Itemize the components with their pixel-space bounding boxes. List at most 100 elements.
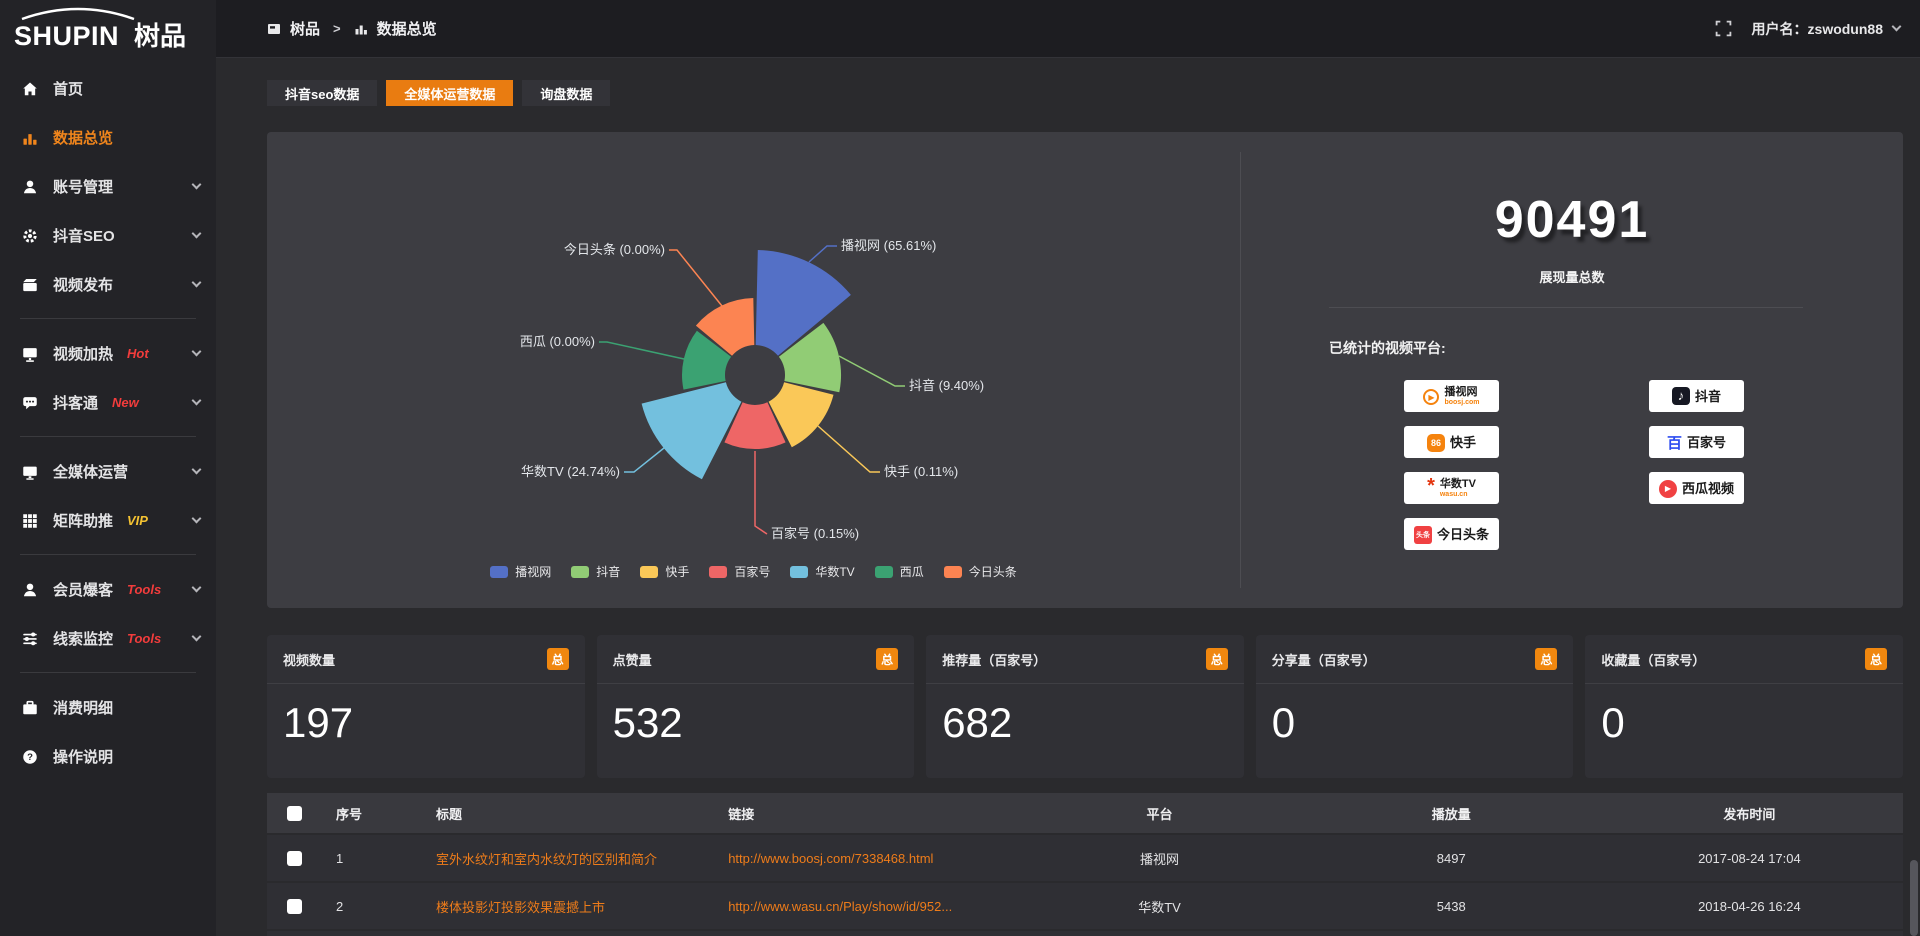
legend-item-快手[interactable]: 快手 (640, 563, 689, 580)
sidebar-item-label: 视频加热 (53, 346, 114, 363)
platform-name: 播视网 (1444, 385, 1478, 398)
platform-name: 西瓜视频 (1681, 480, 1734, 496)
sidebar-item-tag: VIP (127, 513, 148, 528)
total-impressions-value: 90491 (1494, 191, 1650, 249)
sidebar-item-视频发布[interactable]: 视频发布 (0, 260, 216, 309)
sidebar-nav: 首页 数据总览 账号管理 抖音SEO 视频发布 视频加热 Hot 抖客通 New 全媒体运营 矩阵助… (0, 58, 216, 781)
stat-cards-row: 视频数量总 197 点赞量总 532 推荐量（百家号）总 682 分享量（百家号）总 0 收藏量… (267, 635, 1903, 778)
pie-leader-line (754, 451, 768, 535)
cell-url-link[interactable]: http://www.boosj.com/7338468.html (728, 850, 934, 866)
cell-plays: 8497 (1436, 850, 1466, 866)
cell-title-link[interactable]: 楼体投影灯投影效果震撼上市 (436, 899, 606, 915)
chat-icon (20, 393, 40, 413)
platform-name: 华数TV (1439, 477, 1476, 490)
home-icon (20, 79, 40, 99)
sidebar-item-抖客通[interactable]: 抖客通 New (0, 378, 216, 427)
legend-item-华数TV[interactable]: 华数TV (790, 563, 855, 580)
total-badge: 总 (1535, 648, 1558, 670)
legend-item-百家号[interactable]: 百家号 (709, 563, 770, 580)
tab-全媒体运营数据[interactable]: 全媒体运营数据 (386, 80, 514, 106)
scrollbar-thumb[interactable] (1910, 860, 1918, 936)
legend-item-抖音[interactable]: 抖音 (571, 563, 620, 580)
logo-arc-icon (21, 7, 135, 21)
chevron-down-icon (191, 395, 202, 406)
sidebar-item-消费明细[interactable]: 消费明细 (0, 683, 216, 732)
stat-card-收藏量（百家号）: 收藏量（百家号） 总 0 (1585, 635, 1903, 778)
pie-label: 今日头条 (0.00%) (564, 242, 665, 257)
pie-leader-line (624, 447, 665, 473)
sidebar-item-操作说明[interactable]: ? 操作说明 (0, 732, 216, 781)
sidebar-item-视频加热[interactable]: 视频加热 Hot (0, 329, 216, 378)
sidebar-item-账号管理[interactable]: 账号管理 (0, 162, 216, 211)
sidebar-item-全媒体运营[interactable]: 全媒体运营 (0, 447, 216, 496)
pie-slice-百家号 (724, 402, 786, 450)
toutiao-logo-icon: 头条 (1413, 524, 1432, 544)
pie-label: 播视网 (65.61%) (841, 238, 936, 253)
column-header-标题: 标题 (436, 806, 463, 822)
sidebar-divider (20, 554, 196, 555)
user-icon (20, 177, 40, 197)
sidebar: SHUPIN 树品 首页 数据总览 账号管理 抖音SEO 视频发布 视频加热 Hot 抖客通 N… (0, 0, 216, 936)
sidebar-item-抖音SEO[interactable]: 抖音SEO (0, 211, 216, 260)
breadcrumb-current: 数据总览 (376, 21, 437, 38)
topbar: 树品 > 数据总览 用户名：zswodun88 (216, 0, 1920, 58)
platform-badge-今日头条: 头条 今日头条 (1404, 518, 1499, 550)
platform-name: 百家号 (1687, 434, 1727, 450)
legend-item-今日头条[interactable]: 今日头条 (943, 563, 1017, 580)
user-menu[interactable]: 用户名：zswodun88 (1752, 19, 1902, 39)
sidebar-item-数据总览[interactable]: 数据总览 (0, 113, 216, 162)
tab-询盘数据[interactable]: 询盘数据 (522, 80, 611, 106)
legend-label: 百家号 (734, 565, 771, 579)
platform-name: 抖音 (1694, 388, 1721, 404)
legend-swatch (943, 565, 962, 578)
cell-num: 1 (336, 850, 344, 866)
chevron-down-icon (191, 277, 202, 288)
cell-platform: 播视网 (1139, 851, 1179, 867)
sidebar-item-会员爆客[interactable]: 会员爆客 Tools (0, 565, 216, 614)
chevron-down-icon (1891, 21, 1902, 32)
legend-item-西瓜[interactable]: 西瓜 (874, 563, 924, 580)
sidebar-item-首页[interactable]: 首页 (0, 64, 216, 113)
xigua-logo-icon: ▶ (1658, 478, 1677, 498)
wasu-logo-icon: * (1427, 475, 1435, 497)
summary-divider (1329, 307, 1803, 308)
sidebar-item-矩阵助推[interactable]: 矩阵助推 VIP (0, 496, 216, 545)
column-header-播放量: 播放量 (1431, 806, 1471, 822)
legend-label: 快手 (665, 565, 690, 579)
sidebar-item-线索监控[interactable]: 线索监控 Tools (0, 614, 216, 663)
stat-card-视频数量: 视频数量 总 197 (267, 635, 585, 778)
pie-label: 百家号 (0.15%) (771, 526, 859, 541)
sidebar-item-label: 视频发布 (53, 277, 114, 294)
chart-legend: 播视网 抖音 快手 百家号 华数TV 西瓜 今日头条 (267, 563, 1240, 580)
pie-label: 抖音 (9.40%) (909, 378, 984, 393)
platform-domain: boosj.com (1444, 398, 1480, 406)
platform-badge-column: ▶ 播视网 boosj.com 86 快手 * 华数TV wasu.cn 头条 今日头条 (1404, 380, 1499, 550)
total-impressions-label: 展现量总数 (1539, 270, 1605, 285)
chevron-down-icon (191, 179, 202, 190)
cell-url-link[interactable]: http://www.wasu.cn/Play/show/id/952... (728, 898, 953, 914)
legend-item-播视网[interactable]: 播视网 (490, 563, 551, 580)
fullscreen-icon[interactable] (1715, 20, 1732, 37)
chevron-down-icon (191, 346, 202, 357)
legend-label: 今日头条 (968, 565, 1017, 579)
sidebar-item-label: 线索监控 (53, 631, 114, 648)
row-checkbox[interactable] (287, 850, 302, 866)
sidebar-item-label: 抖客通 (53, 395, 99, 412)
pie-label: 快手 (0.11%) (884, 464, 958, 479)
stat-card-title: 推荐量（百家号） (942, 652, 1047, 668)
legend-label: 西瓜 (899, 565, 924, 579)
breadcrumb-root[interactable]: 树品 (290, 21, 321, 38)
pie-slice-华数TV (641, 382, 742, 480)
select-all-checkbox[interactable] (287, 805, 302, 821)
pie-slice-抖音 (778, 322, 842, 393)
legend-swatch (790, 565, 809, 578)
cell-title-link[interactable]: 室外水纹灯和室内水纹灯的区别和简介 (436, 851, 658, 867)
tab-抖音seo数据[interactable]: 抖音seo数据 (267, 80, 378, 106)
legend-swatch (490, 565, 509, 578)
cell-plays: 5438 (1436, 898, 1466, 914)
row-checkbox[interactable] (287, 898, 302, 914)
legend-label: 抖音 (596, 565, 621, 579)
sidebar-item-label: 矩阵助推 (53, 513, 114, 530)
pie-label: 西瓜 (0.00%) (520, 334, 595, 349)
legend-swatch (571, 565, 590, 578)
